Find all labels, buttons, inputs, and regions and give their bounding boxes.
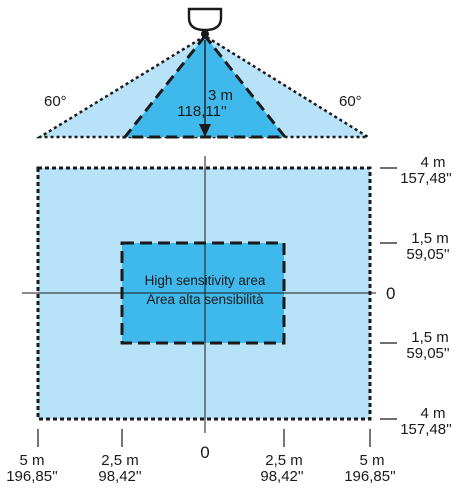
- bottom-left-meters: 2,5 m: [101, 452, 139, 469]
- right-lower-inches: 59,05'': [406, 345, 449, 362]
- angle-right-label: 60°: [339, 93, 362, 110]
- height-meters: 3 m: [208, 87, 233, 104]
- right-top-inches: 157,48'': [400, 170, 452, 187]
- right-scale: [380, 167, 397, 420]
- bottom-far-right-inches: 196,85'': [344, 468, 396, 485]
- bottom-far-left-meters: 5 m: [19, 452, 44, 469]
- bottom-far-left-inches: 196,85'': [6, 468, 58, 485]
- bottom-far-right-meters: 5 m: [359, 452, 384, 469]
- height-arrow-head: [199, 124, 211, 137]
- bottom-left-inches: 98,42'': [98, 468, 141, 485]
- bottom-right-meters: 2,5 m: [265, 452, 303, 469]
- bottom-scale: [37, 429, 371, 447]
- right-lower-meters: 1,5 m: [411, 329, 449, 346]
- right-zero: 0: [386, 284, 395, 303]
- right-bottom-meters: 4 m: [420, 405, 445, 422]
- ceiling-sensor-icon: [187, 7, 223, 38]
- area-label-it: Area alta sensibilità: [146, 292, 264, 307]
- angle-left-label: 60°: [44, 93, 67, 110]
- bottom-zero: 0: [200, 443, 209, 462]
- area-label-en: High sensitivity area: [145, 273, 266, 288]
- right-upper-inches: 59,05'': [406, 246, 449, 263]
- height-inches: 118,11'': [177, 103, 227, 120]
- right-bottom-inches: 157,48'': [400, 421, 452, 438]
- right-top-meters: 4 m: [420, 154, 445, 171]
- right-upper-meters: 1,5 m: [411, 230, 449, 247]
- bottom-right-inches: 98,42'': [260, 468, 303, 485]
